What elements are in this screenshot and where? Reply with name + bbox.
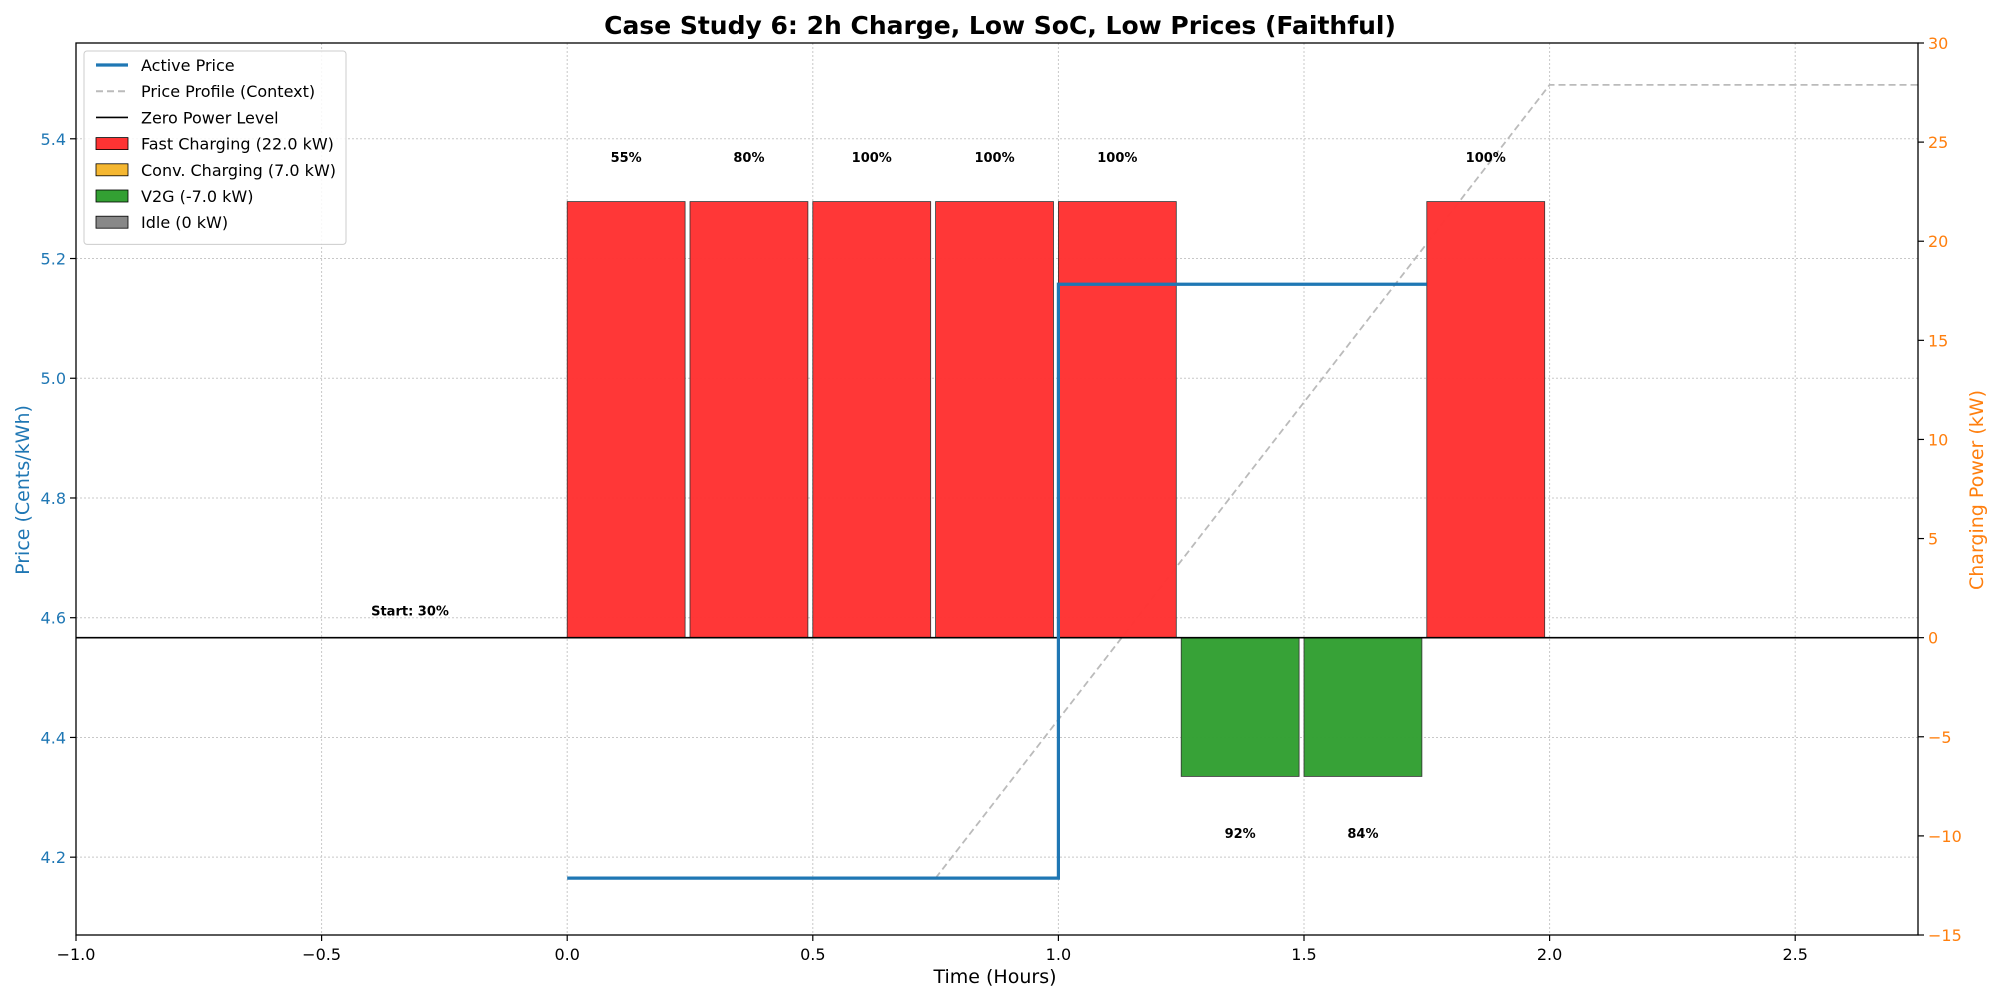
active-price-line [567, 282, 1427, 880]
legend-handle-patch [95, 163, 129, 177]
legend-entry-label: Zero Power Level [141, 108, 279, 127]
legend: Active Price Price Profile (Context) Zero … [83, 50, 347, 245]
soc-label: 84% [1347, 827, 1378, 842]
soc-label: 80% [733, 151, 764, 166]
x-axis-label: Time (Hours) [932, 966, 1056, 988]
plot-frame [75, 42, 1919, 936]
power-bars [566, 201, 1546, 777]
x-tick-label: 2.0 [1537, 945, 1562, 964]
power-bar-fast [1058, 201, 1177, 639]
y-axis-right: −15 −10 −5 0 5 10 15 20 25 30 [1918, 34, 1962, 945]
legend-entry-label: Active Price [141, 56, 235, 75]
soc-label: 55% [611, 151, 642, 166]
y-right-tick-label: −10 [1928, 827, 1962, 846]
x-tick-label: 1.0 [1046, 945, 1071, 964]
x-tick-label: 0.0 [554, 945, 579, 964]
x-tick-label: 1.5 [1291, 945, 1316, 964]
y-left-tick-label: 5.2 [41, 250, 66, 269]
x-tick-label: −0.5 [302, 945, 341, 964]
soc-label: 100% [852, 151, 892, 166]
soc-labels: 55% 80% 100% 100% 100% 92% 84% 100% Start: 30% [371, 151, 1506, 842]
legend-box [83, 50, 347, 245]
legend-handle-patch [95, 215, 129, 229]
y-axis-left-label: Price (Cents/kWh) [12, 405, 34, 575]
power-bar-v2g [1180, 637, 1300, 777]
y-axis-left: 4.2 4.4 4.6 4.8 5.0 5.2 5.4 [41, 130, 76, 867]
x-tick-label: 2.5 [1782, 945, 1807, 964]
power-bar-fast [812, 201, 932, 639]
x-tick-label: 0.5 [800, 945, 825, 964]
y-left-tick-label: 4.8 [41, 489, 66, 508]
power-bar-fast [566, 201, 686, 639]
y-right-tick-label: 30 [1928, 34, 1948, 53]
legend-entry-label: V2G (-7.0 kW) [141, 187, 253, 206]
y-right-tick-label: 20 [1928, 232, 1948, 251]
y-left-tick-label: 5.0 [41, 369, 66, 388]
legend-entry-label: Conv. Charging (7.0 kW) [141, 161, 336, 180]
y-left-tick-label: 4.2 [41, 848, 66, 867]
x-axis: −1.0 −0.5 0.0 0.5 1.0 1.5 2.0 2.5 [57, 935, 1808, 964]
legend-entry-label: Fast Charging (22.0 kW) [141, 135, 334, 154]
soc-label: 100% [974, 151, 1014, 166]
y-axis-right-label: Charging Power (kW) [1966, 390, 1988, 590]
y-left-tick-label: 4.4 [41, 728, 66, 747]
soc-label: 92% [1225, 827, 1256, 842]
chart-title: Case Study 6: 2h Charge, Low SoC, Low Pr… [604, 11, 1396, 40]
soc-label: 100% [1097, 151, 1137, 166]
active-price-layer [567, 282, 1427, 880]
y-right-tick-label: 5 [1928, 530, 1938, 549]
power-bar-fast [689, 201, 809, 639]
legend-handle-patch [95, 137, 129, 151]
power-bar-fast [935, 201, 1054, 639]
legend-entry-label: Idle (0 kW) [141, 213, 228, 232]
y-right-tick-label: 25 [1928, 133, 1948, 152]
y-right-tick-label: −15 [1928, 926, 1962, 945]
x-tick-label: −1.0 [57, 945, 96, 964]
legend-handle-patch [95, 189, 129, 203]
y-right-tick-label: 15 [1928, 331, 1948, 350]
y-right-tick-label: 10 [1928, 430, 1948, 449]
legend-entry-label: Price Profile (Context) [141, 82, 315, 101]
soc-label: 100% [1466, 151, 1506, 166]
power-bar-v2g [1303, 637, 1423, 777]
y-left-tick-label: 5.4 [41, 130, 66, 149]
y-right-tick-label: −5 [1928, 728, 1952, 747]
y-left-tick-label: 4.6 [41, 609, 66, 628]
power-bar-fast [1426, 201, 1546, 639]
start-soc-label: Start: 30% [371, 605, 449, 620]
y-right-tick-label: 0 [1928, 629, 1938, 648]
